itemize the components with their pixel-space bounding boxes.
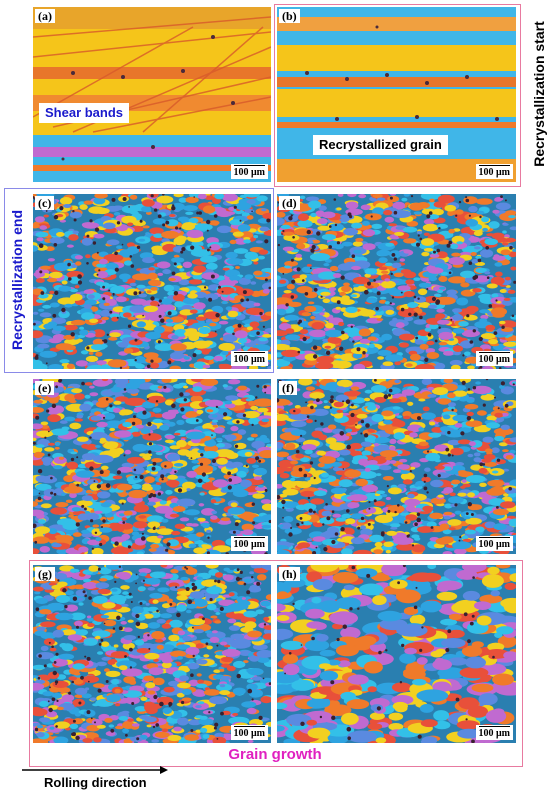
recrystallization-end-label: Recrystallization end bbox=[9, 209, 25, 351]
panel-label-d: (d) bbox=[279, 196, 300, 210]
panel-label-h: (h) bbox=[279, 567, 300, 581]
rolling-direction-arrow bbox=[22, 766, 168, 774]
panel-label-e: (e) bbox=[35, 381, 55, 395]
scale-bar-a: 100 μm bbox=[230, 164, 268, 179]
micrograph-e: (e) 100 μm bbox=[33, 379, 271, 554]
micrograph-d: (d) 100 μm bbox=[277, 194, 516, 369]
micrograph-b-texture bbox=[277, 17, 516, 182]
scale-bar-c: 100 μm bbox=[230, 351, 268, 366]
shear-bands-label: Shear bands bbox=[39, 103, 130, 123]
grain-texture bbox=[33, 565, 271, 743]
micrograph-g: (g) 100 μm bbox=[33, 565, 271, 743]
scale-bar-b: 100 μm bbox=[475, 164, 513, 179]
scale-bar-e: 100 μm bbox=[230, 536, 268, 551]
micrograph-a: (a) Shear bands 100 μm bbox=[33, 7, 271, 182]
micrograph-b: (b) Recrystallized grain 100 μm bbox=[277, 7, 516, 182]
grain-texture bbox=[277, 194, 516, 369]
scale-bar-h: 100 μm bbox=[475, 725, 513, 740]
scale-bar-g: 100 μm bbox=[230, 725, 268, 740]
scale-bar-d: 100 μm bbox=[475, 351, 513, 366]
grain-growth-frame bbox=[29, 560, 523, 767]
grain-texture bbox=[33, 194, 271, 369]
grain-texture bbox=[33, 379, 271, 554]
micrograph-f: (f) 100 μm bbox=[277, 379, 516, 554]
panel-label-b: (b) bbox=[279, 9, 300, 23]
recrystallization-end-frame bbox=[4, 188, 274, 373]
grain-texture bbox=[277, 565, 516, 743]
micrograph-a-texture bbox=[33, 7, 271, 182]
recrystallization-start-label: Recrystallization start bbox=[531, 21, 547, 167]
scale-bar-f: 100 μm bbox=[475, 536, 513, 551]
grain-texture bbox=[277, 379, 516, 554]
grain-growth-label: Grain growth bbox=[228, 746, 322, 763]
panel-label-g: (g) bbox=[35, 567, 55, 581]
panel-label-c: (c) bbox=[35, 196, 55, 210]
panel-label-f: (f) bbox=[279, 381, 297, 395]
recrystallization-start-frame bbox=[274, 4, 521, 187]
recrystallized-grain-label: Recrystallized grain bbox=[313, 135, 448, 155]
micrograph-c: (c) 100 μm bbox=[33, 194, 271, 369]
micrograph-h: (h) 100 μm bbox=[277, 565, 516, 743]
panel-label-a: (a) bbox=[35, 9, 55, 23]
rolling-direction-label: Rolling direction bbox=[44, 775, 147, 790]
